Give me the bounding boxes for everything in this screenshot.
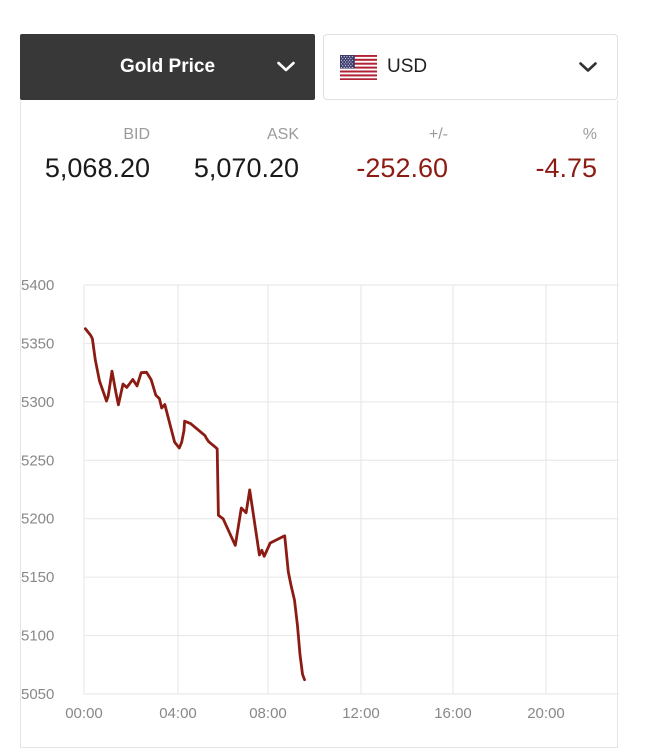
svg-text:12:00: 12:00 [342, 705, 380, 722]
svg-text:00:00: 00:00 [65, 705, 103, 722]
svg-text:5150: 5150 [21, 569, 54, 586]
svg-text:5200: 5200 [21, 511, 54, 528]
svg-text:5250: 5250 [21, 452, 54, 469]
svg-text:5350: 5350 [21, 335, 54, 352]
svg-text:16:00: 16:00 [434, 705, 472, 722]
svg-text:20:00: 20:00 [527, 705, 565, 722]
svg-text:04:00: 04:00 [159, 705, 197, 722]
svg-text:5300: 5300 [21, 394, 54, 411]
svg-text:08:00: 08:00 [249, 705, 287, 722]
svg-text:5050: 5050 [21, 686, 54, 703]
svg-text:5400: 5400 [21, 277, 54, 294]
svg-text:5100: 5100 [21, 628, 54, 645]
